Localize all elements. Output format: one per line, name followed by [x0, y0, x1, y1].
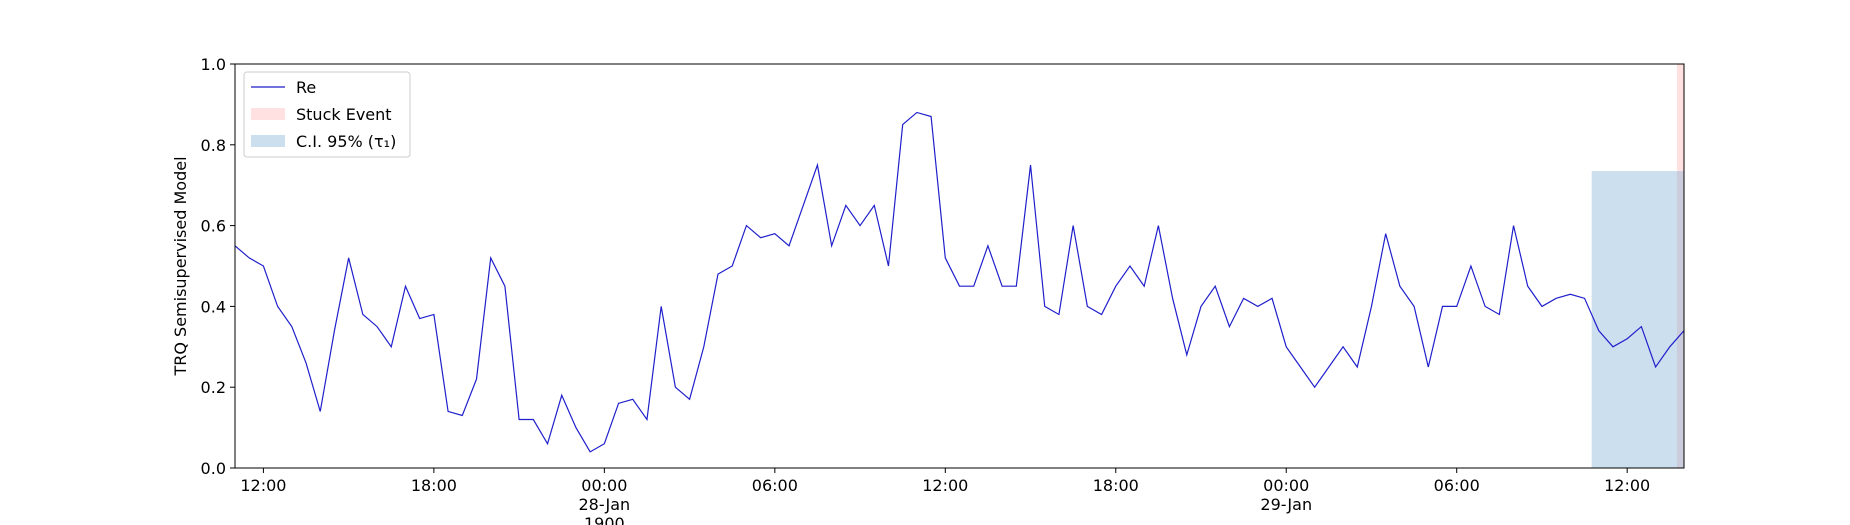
- y-axis-label: TRQ Semisupervised Model: [171, 156, 190, 376]
- span: [1591, 171, 1684, 468]
- legend-swatch: [251, 108, 285, 120]
- line: [234, 111, 1685, 453]
- legend-label: Re: [296, 78, 316, 97]
- y-tick-label: 0.8: [201, 136, 226, 155]
- x-tick-label: 18:00: [411, 476, 457, 495]
- x-tick-label: 00:00 29-Jan: [1260, 476, 1312, 514]
- x-tick-label: 06:00: [1434, 476, 1480, 495]
- x-tick-label: 00:00 28-Jan 1900: [579, 476, 631, 525]
- x-tick-label: 18:00: [1093, 476, 1139, 495]
- legend-label: C.I. 95% (τ₁): [296, 132, 396, 151]
- legend-frame: [243, 71, 411, 158]
- legend: Re Stuck Event C.I. 95% (τ₁): [243, 71, 411, 158]
- legend-swatch: [251, 135, 285, 147]
- x-tick-label: 12:00: [240, 476, 286, 495]
- x-tick-label: 12:00: [1604, 476, 1650, 495]
- y-tick-label: 0.0: [201, 459, 226, 478]
- x-tick-label: 12:00: [922, 476, 968, 495]
- y-tick-label: 1.0: [201, 55, 226, 74]
- x-tick-label: 06:00: [752, 476, 798, 495]
- span: [1676, 64, 1684, 468]
- y-tick-label: 0.6: [201, 217, 226, 236]
- y-tick-label: 0.2: [201, 378, 226, 397]
- legend-label: Stuck Event: [296, 105, 392, 124]
- y-tick-label: 0.4: [201, 297, 226, 316]
- plot-frame: [234, 63, 1685, 469]
